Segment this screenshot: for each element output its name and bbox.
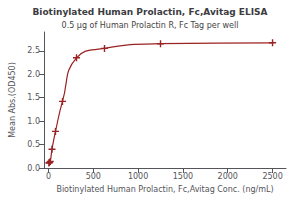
svg-text:Mean Abs.(OD450): Mean Abs.(OD450) [8,62,17,138]
svg-text:1000: 1000 [128,172,148,181]
svg-text:Biotinylated Human Prolactin,: Biotinylated Human Prolactin, Fc,Avitag … [32,7,267,17]
svg-text:0.0: 0.0 [27,164,40,173]
svg-text:2.5: 2.5 [27,46,40,55]
svg-text:2000: 2000 [218,172,238,181]
svg-text:1500: 1500 [173,172,193,181]
svg-text:1.0: 1.0 [27,117,40,126]
svg-text:2500: 2500 [262,172,282,181]
svg-text:1.5: 1.5 [27,93,40,102]
svg-text:500: 500 [86,172,101,181]
svg-text:0.5: 0.5 [27,140,40,149]
svg-text:2.0: 2.0 [27,70,40,79]
svg-text:Biotinylated Human Prolactin,: Biotinylated Human Prolactin, Fc,Avitag … [56,185,273,194]
svg-text:0.5 μg of Human Prolactin R, F: 0.5 μg of Human Prolactin R, Fc Tag per … [62,21,239,30]
svg-text:0: 0 [46,172,51,181]
